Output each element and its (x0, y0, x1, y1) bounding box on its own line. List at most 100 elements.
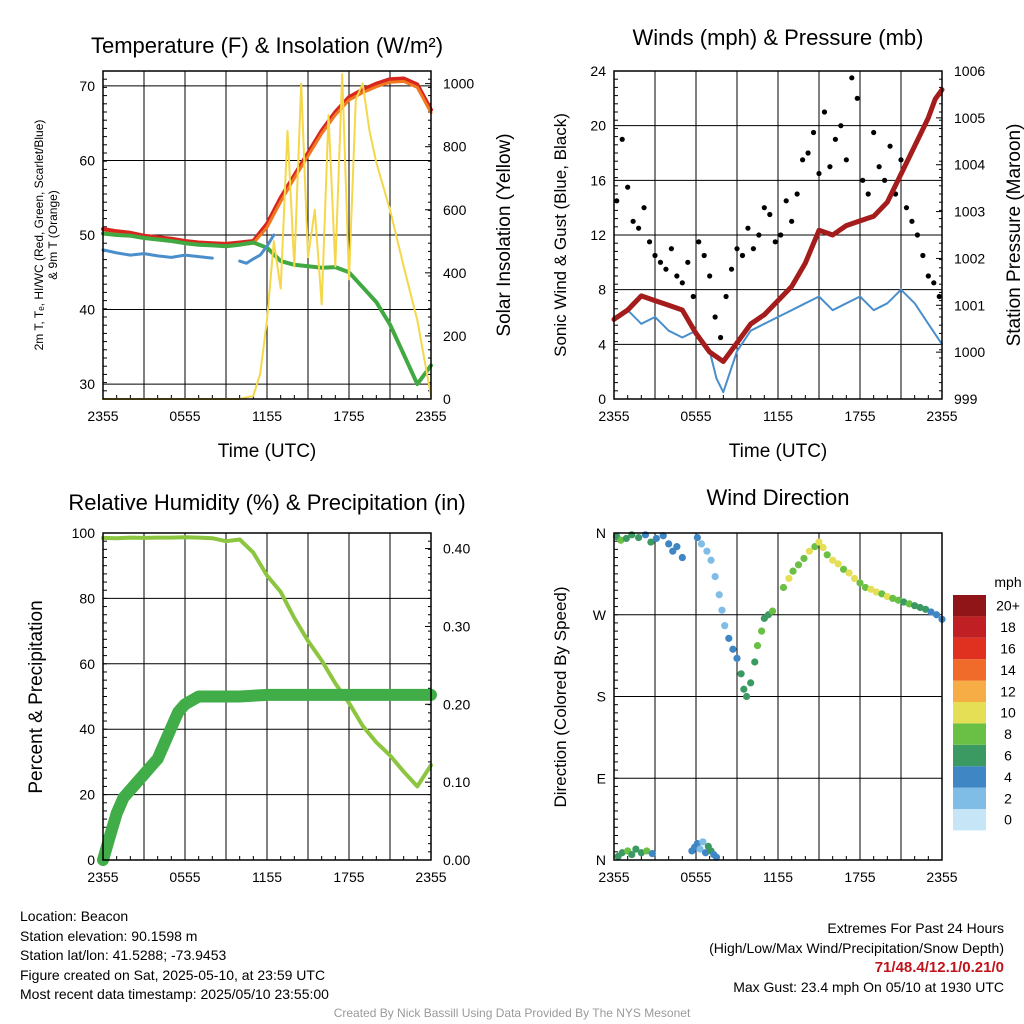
gust-point (865, 191, 871, 197)
plot-frame (613, 70, 943, 400)
x-tick-label: 1155 (763, 869, 793, 885)
y-tick-label: 50 (79, 227, 95, 243)
y-tick-label: 40 (79, 302, 95, 318)
series-line-1 (101, 535, 433, 789)
direction-point (789, 567, 797, 575)
direction-point (751, 658, 759, 666)
colorbar-label: 6 (1004, 748, 1012, 764)
chart-panel-2: 0 4 8 12 16 20 24 2355 0555 1155 1755 2355 Winds (mp… (551, 25, 1024, 462)
direction-point (850, 574, 859, 583)
direction-point (785, 574, 793, 583)
extremes-values: 71/48.4/12.1/0.21/0 (874, 959, 1004, 977)
direction-point (643, 847, 651, 855)
x-tick-label: 2355 (598, 869, 629, 885)
gust-point (920, 252, 926, 259)
colorbar-swatch (953, 637, 986, 660)
direction-point (678, 553, 686, 562)
y-tick-label: 0 (87, 852, 95, 868)
chart-title: Relative Humidity (%) & Precipitation (i… (68, 490, 465, 515)
direction-point (815, 538, 823, 546)
series-line-1 (613, 288, 943, 394)
y2-tick-label: 0.40 (443, 541, 470, 557)
y-tick-label: 30 (79, 376, 95, 392)
gust-point (843, 157, 849, 163)
gust-point (690, 293, 696, 300)
direction-point (927, 608, 935, 616)
gust-point (876, 164, 882, 170)
y2-tick-label: 0.30 (443, 618, 470, 634)
direction-point (697, 540, 706, 548)
direction-point (617, 536, 625, 544)
gust-point (903, 205, 910, 211)
gust-point (712, 314, 718, 320)
y-tick-label: N (596, 525, 606, 541)
colorbar-swatch (953, 766, 986, 788)
direction-point (659, 532, 667, 540)
y-axis-label-line: & 9m T (Orange) (46, 190, 60, 280)
gust-point (630, 218, 636, 224)
y2-tick-label: 400 (443, 265, 467, 281)
direction-point (829, 556, 837, 564)
extremes-subtitle: (High/Low/Max Wind/Precipitation/Snow De… (709, 939, 1004, 956)
gust-point (728, 266, 735, 272)
direction-point (729, 645, 737, 653)
station-latlon: Station lat/lon: 41.5288; -73.9453 (20, 947, 227, 964)
gust-point (685, 259, 691, 265)
colorbar-swatch (953, 702, 986, 724)
direction-point (721, 622, 729, 630)
gust-point (636, 225, 642, 231)
gust-point (898, 157, 904, 163)
gust-point (783, 198, 789, 204)
direction-point (673, 543, 681, 551)
direction-point (779, 583, 788, 592)
direction-point (889, 594, 897, 603)
colorbar-swatch (953, 659, 986, 681)
gust-point (931, 280, 937, 286)
colorbar-title: mph (994, 574, 1021, 590)
direction-point (703, 547, 711, 555)
direction-point (647, 538, 655, 546)
gust-point (652, 252, 658, 259)
direction-point (693, 840, 701, 848)
y2-tick-label: 1000 (954, 344, 985, 360)
y-tick-label: 100 (72, 525, 96, 541)
series-line-2 (97, 688, 437, 866)
direction-point (894, 596, 902, 604)
plot-frame (613, 532, 943, 861)
direction-point (916, 603, 924, 612)
direction-point (622, 534, 630, 543)
direction-point (878, 590, 886, 598)
y2-tick-label: 800 (443, 139, 467, 155)
y2-tick-label: 1001 (954, 297, 985, 313)
y-tick-label: 16 (590, 172, 606, 188)
y-tick-label: 70 (79, 78, 95, 94)
direction-point (883, 592, 891, 601)
x-tick-label: 1155 (252, 869, 282, 885)
gust-point (909, 218, 915, 224)
gust-point (778, 232, 784, 238)
y-axis-label: Sonic Wind & Gust (Blue, Black) (551, 113, 570, 357)
direction-point (753, 642, 762, 650)
y-tick-label: 60 (79, 152, 95, 168)
direction-point (648, 850, 656, 858)
gust-point (657, 259, 664, 265)
y-axis-label: Percent & Precipitation (26, 600, 47, 793)
y-tick-label: N (596, 852, 606, 868)
y-axis-label-line: 2m T, Tₑ, HI/WC (Red, Green, Scarlet/Blu… (32, 120, 46, 351)
gust-point (734, 246, 740, 252)
gust-point (887, 143, 893, 149)
direction-point (618, 849, 626, 857)
y-tick-label: 12 (590, 227, 606, 243)
x-tick-label: 1155 (763, 408, 793, 424)
gust-point (625, 184, 631, 190)
direction-point (800, 554, 808, 563)
gust-point (696, 239, 702, 245)
y2-tick-label: 0.00 (443, 852, 470, 868)
gust-point (854, 95, 860, 101)
direction-point (845, 569, 853, 577)
direction-point (768, 607, 777, 615)
direction-point (637, 849, 645, 857)
figure-created: Figure created on Sat, 2025-05-10, at 23… (20, 966, 326, 983)
y-tick-label: S (597, 689, 606, 705)
